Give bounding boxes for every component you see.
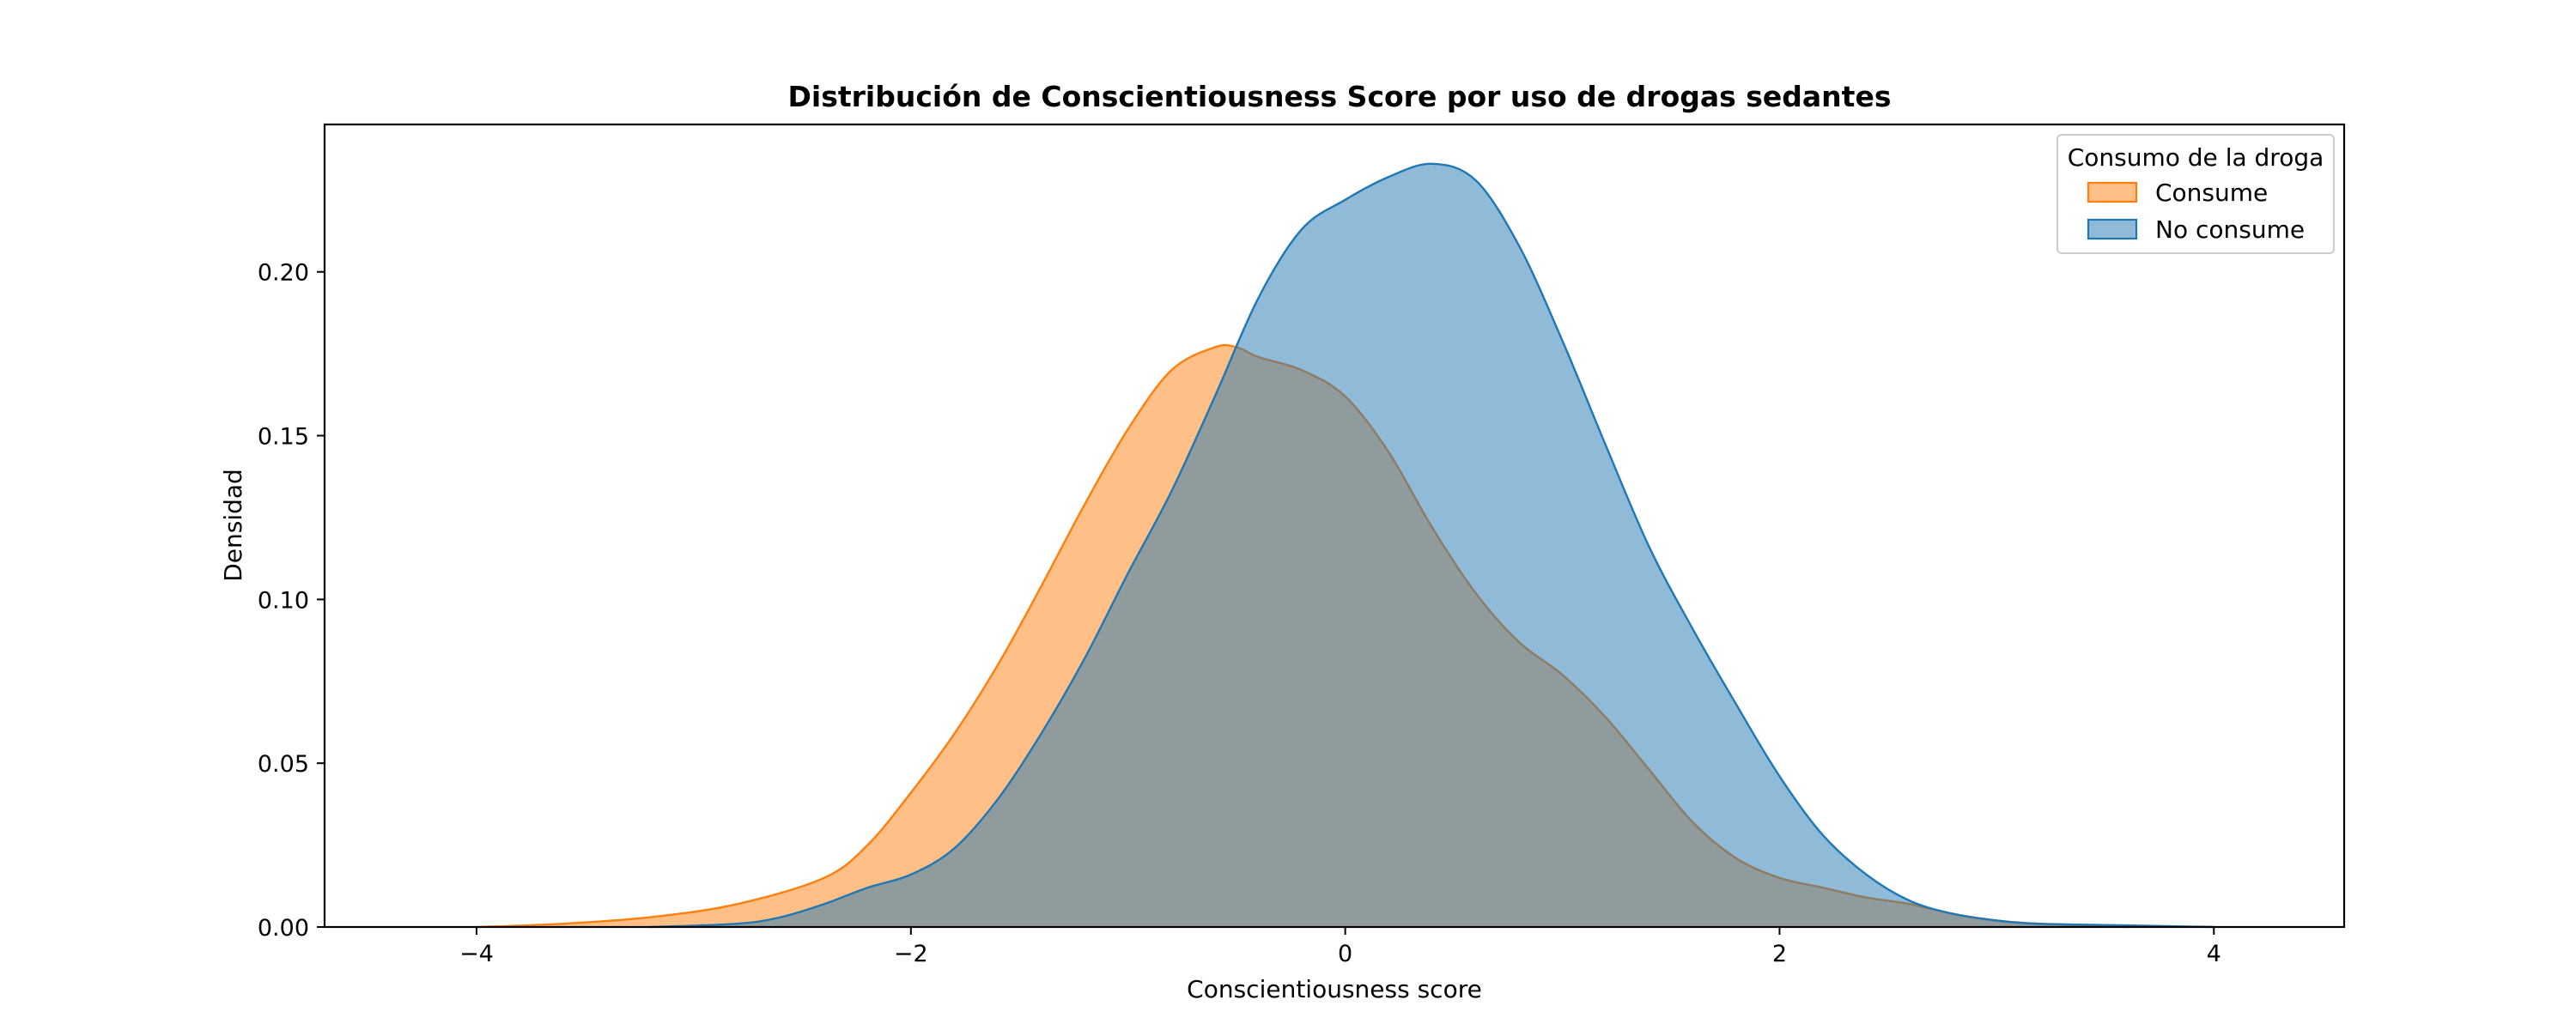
x-tick-label: 0 <box>1338 941 1352 967</box>
y-tick-label: 0.10 <box>258 587 309 614</box>
line-no-consume <box>650 162 2215 929</box>
density-areas <box>476 162 2215 929</box>
y-axis-ticks: 0.00 0.05 0.10 0.15 0.20 <box>258 260 325 942</box>
legend-title: Consumo de la droga <box>2068 143 2324 172</box>
x-tick-label: −2 <box>894 941 928 967</box>
y-tick-label: 0.20 <box>258 260 309 287</box>
y-axis-label: Densidad <box>219 469 247 582</box>
x-axis-ticks: −4 −2 0 2 4 <box>459 927 2221 967</box>
x-tick-label: 4 <box>2207 941 2221 967</box>
legend-swatch-consume <box>2087 181 2138 203</box>
x-tick-label: −4 <box>459 941 494 967</box>
legend-label-consume: Consume <box>2155 179 2268 207</box>
y-tick-label: 0.15 <box>258 424 309 451</box>
legend-items: Consume No consume <box>2087 179 2305 244</box>
axes-frame <box>323 123 2346 929</box>
legend-swatch-no-consume <box>2087 218 2138 240</box>
area-no-consume <box>650 163 2215 927</box>
legend: Consumo de la droga Consume No consume <box>2057 134 2335 254</box>
x-tick-label: 2 <box>1772 941 1787 967</box>
chart-title: Distribución de Conscientiousness Score … <box>788 80 1892 113</box>
y-tick-label: 0.00 <box>258 915 309 942</box>
legend-label-no-consume: No consume <box>2155 215 2305 244</box>
x-axis-label: Conscientiousness score <box>1187 975 1482 1003</box>
y-tick-label: 0.05 <box>258 751 309 778</box>
